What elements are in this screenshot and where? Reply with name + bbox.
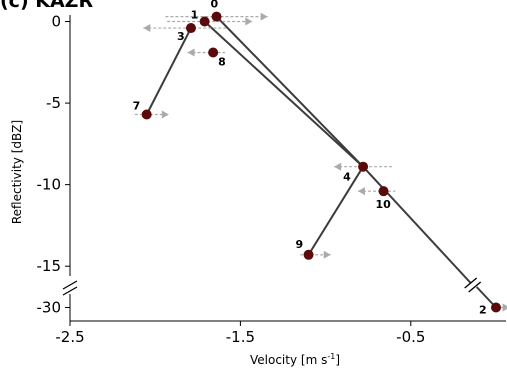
- y-axis-label: Reflectivity [dBZ]: [10, 120, 24, 224]
- point-label: 4: [343, 171, 351, 184]
- connection-line: [362, 166, 472, 284]
- point-label: 7: [133, 100, 141, 113]
- point-labels: 0 1 2 3 4 7 8 9 10: [133, 0, 487, 317]
- error-arrowhead: [334, 162, 342, 171]
- error-arrowhead: [260, 12, 268, 21]
- y-tick-label: -10: [37, 176, 62, 194]
- error-arrowhead: [502, 303, 507, 312]
- error-arrowhead: [187, 48, 195, 57]
- point-label: 10: [376, 198, 392, 211]
- connection-line: [215, 15, 364, 168]
- data-point: [211, 11, 222, 22]
- point-label: 3: [177, 30, 185, 43]
- point-label: 0: [211, 0, 219, 11]
- data-point: [185, 23, 196, 34]
- x-axis-label-main: Velocity [m s: [250, 353, 327, 367]
- x-axis-label: Velocity [m s-1]: [250, 352, 340, 367]
- axis-break-mark: [62, 280, 78, 290]
- connection-lines: [145, 15, 497, 309]
- x-tick-label: -0.5: [396, 328, 425, 346]
- connection-line: [307, 166, 364, 256]
- error-arrowhead: [357, 187, 365, 196]
- error-arrowhead: [245, 17, 253, 26]
- data-point: [378, 186, 389, 197]
- data-point: [358, 161, 369, 172]
- x-tick-label: -1.5: [226, 328, 255, 346]
- point-label: 9: [296, 238, 304, 251]
- y-tick-label: -30: [37, 299, 62, 317]
- data-point: [141, 109, 152, 120]
- error-bars: [134, 12, 507, 312]
- y-tick-label: -5: [46, 94, 61, 112]
- line-break-mark: [468, 281, 482, 293]
- data-point: [208, 47, 219, 58]
- axes: [62, 15, 506, 322]
- data-point: [199, 16, 210, 27]
- axis-break-mark: [62, 286, 78, 296]
- point-label: 8: [218, 56, 226, 69]
- point-label: 2: [479, 304, 487, 317]
- data-point: [491, 302, 501, 313]
- connection-line: [145, 27, 192, 115]
- y-tick-label: 0: [51, 13, 61, 31]
- chart-title: (c) KAZR: [0, 0, 93, 12]
- x-axis-label-end: ]: [335, 353, 340, 367]
- y-tick-label: -15: [37, 257, 62, 275]
- ticks: 0 -5 -10 -15 -30 -2.5 -1.5 -0.5: [37, 13, 426, 346]
- error-arrowhead: [323, 250, 331, 259]
- x-axis-label-sup: -1: [327, 352, 335, 361]
- line-break-mark: [464, 277, 478, 289]
- markers: [141, 11, 501, 313]
- error-arrowhead: [161, 110, 169, 119]
- x-tick-label: -2.5: [55, 328, 84, 346]
- point-label: 1: [191, 9, 199, 22]
- data-point: [303, 249, 314, 260]
- error-arrowhead: [143, 24, 151, 33]
- connection-line: [203, 20, 364, 168]
